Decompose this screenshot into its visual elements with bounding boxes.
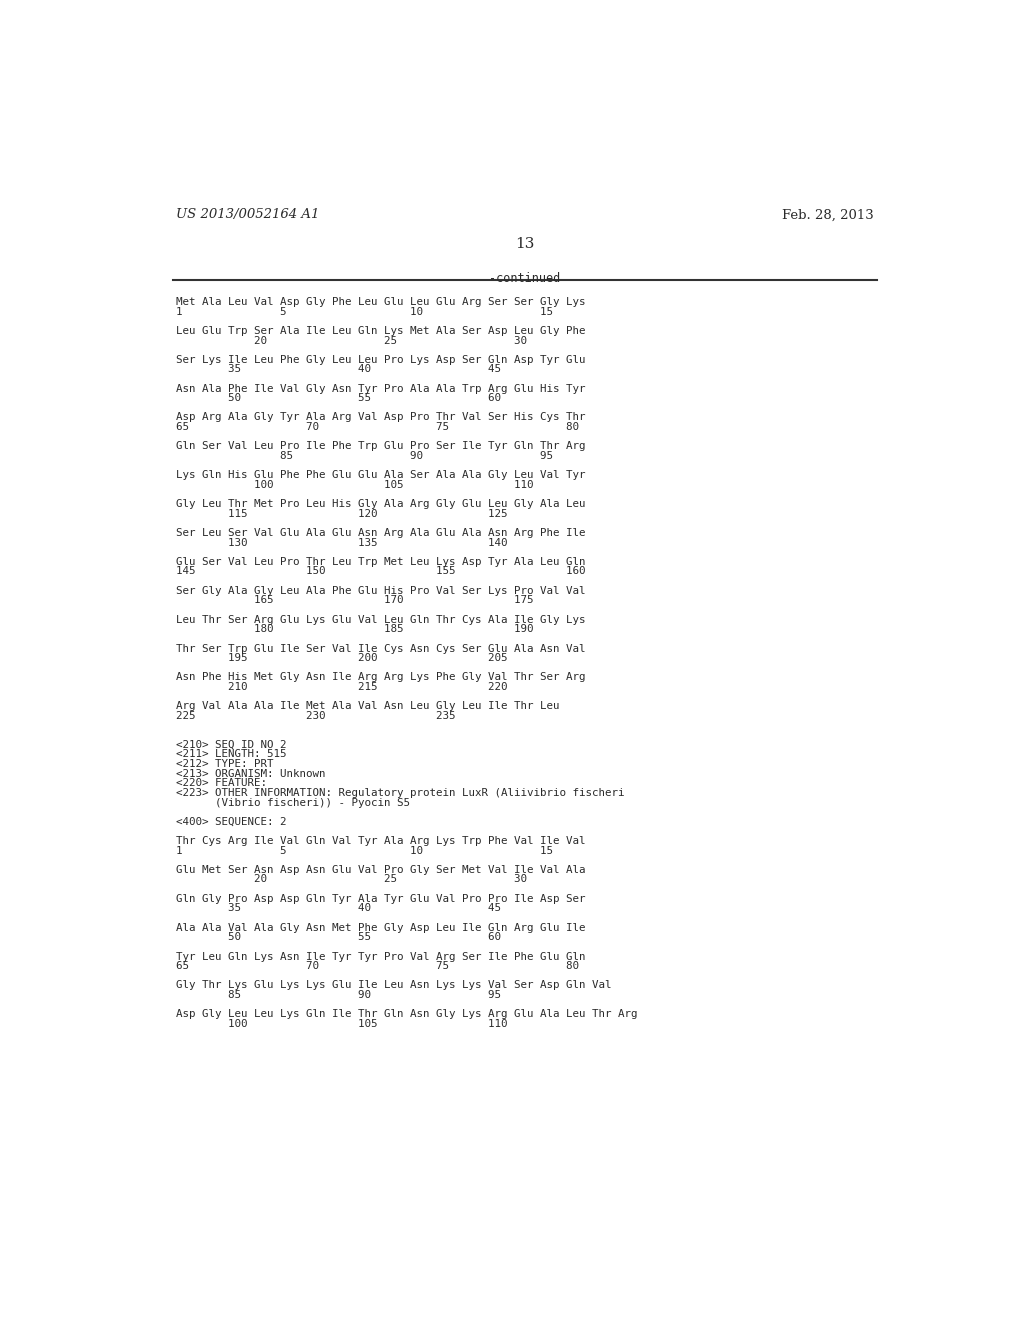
- Text: Thr Cys Arg Ile Val Gln Val Tyr Ala Arg Lys Trp Phe Val Ile Val: Thr Cys Arg Ile Val Gln Val Tyr Ala Arg …: [176, 836, 586, 846]
- Text: <223> OTHER INFORMATION: Regulatory protein LuxR (Aliivibrio fischeri: <223> OTHER INFORMATION: Regulatory prot…: [176, 788, 625, 797]
- Text: Asn Ala Phe Ile Val Gly Asn Tyr Pro Ala Ala Trp Arg Glu His Tyr: Asn Ala Phe Ile Val Gly Asn Tyr Pro Ala …: [176, 384, 586, 393]
- Text: <210> SEQ ID NO 2: <210> SEQ ID NO 2: [176, 739, 287, 750]
- Text: Gln Gly Pro Asp Asp Gln Tyr Ala Tyr Glu Val Pro Pro Ile Asp Ser: Gln Gly Pro Asp Asp Gln Tyr Ala Tyr Glu …: [176, 894, 586, 904]
- Text: Feb. 28, 2013: Feb. 28, 2013: [781, 209, 873, 222]
- Text: 20                  25                  30: 20 25 30: [176, 875, 527, 884]
- Text: 35                  40                  45: 35 40 45: [176, 364, 501, 375]
- Text: Gly Leu Thr Met Pro Leu His Gly Ala Arg Gly Glu Leu Gly Ala Leu: Gly Leu Thr Met Pro Leu His Gly Ala Arg …: [176, 499, 586, 510]
- Text: 115                 120                 125: 115 120 125: [176, 508, 508, 519]
- Text: 20                  25                  30: 20 25 30: [176, 335, 527, 346]
- Text: 100                 105                 110: 100 105 110: [176, 1019, 508, 1028]
- Text: Ser Lys Ile Leu Phe Gly Leu Leu Pro Lys Asp Ser Gln Asp Tyr Glu: Ser Lys Ile Leu Phe Gly Leu Leu Pro Lys …: [176, 355, 586, 364]
- Text: 50                  55                  60: 50 55 60: [176, 932, 501, 942]
- Text: <400> SEQUENCE: 2: <400> SEQUENCE: 2: [176, 817, 287, 826]
- Text: 1               5                   10                  15: 1 5 10 15: [176, 306, 553, 317]
- Text: Leu Glu Trp Ser Ala Ile Leu Gln Lys Met Ala Ser Asp Leu Gly Phe: Leu Glu Trp Ser Ala Ile Leu Gln Lys Met …: [176, 326, 586, 335]
- Text: Glu Met Ser Asn Asp Asn Glu Val Pro Gly Ser Met Val Ile Val Ala: Glu Met Ser Asn Asp Asn Glu Val Pro Gly …: [176, 865, 586, 875]
- Text: <220> FEATURE:: <220> FEATURE:: [176, 779, 267, 788]
- Text: 225                 230                 235: 225 230 235: [176, 711, 456, 721]
- Text: 65                  70                  75                  80: 65 70 75 80: [176, 422, 579, 432]
- Text: 1               5                   10                  15: 1 5 10 15: [176, 846, 553, 855]
- Text: Asp Arg Ala Gly Tyr Ala Arg Val Asp Pro Thr Val Ser His Cys Thr: Asp Arg Ala Gly Tyr Ala Arg Val Asp Pro …: [176, 412, 586, 422]
- Text: Ser Gly Ala Gly Leu Ala Phe Glu His Pro Val Ser Lys Pro Val Val: Ser Gly Ala Gly Leu Ala Phe Glu His Pro …: [176, 586, 586, 595]
- Text: Thr Ser Trp Glu Ile Ser Val Ile Cys Asn Cys Ser Glu Ala Asn Val: Thr Ser Trp Glu Ile Ser Val Ile Cys Asn …: [176, 644, 586, 653]
- Text: 85                  90                  95: 85 90 95: [176, 451, 553, 461]
- Text: <213> ORGANISM: Unknown: <213> ORGANISM: Unknown: [176, 768, 326, 779]
- Text: Gly Thr Lys Glu Lys Lys Glu Ile Leu Asn Lys Lys Val Ser Asp Gln Val: Gly Thr Lys Glu Lys Lys Glu Ile Leu Asn …: [176, 981, 611, 990]
- Text: 50                  55                  60: 50 55 60: [176, 393, 501, 403]
- Text: Asn Phe His Met Gly Asn Ile Arg Arg Lys Phe Gly Val Thr Ser Arg: Asn Phe His Met Gly Asn Ile Arg Arg Lys …: [176, 672, 586, 682]
- Text: Met Ala Leu Val Asp Gly Phe Leu Glu Leu Glu Arg Ser Ser Gly Lys: Met Ala Leu Val Asp Gly Phe Leu Glu Leu …: [176, 297, 586, 308]
- Text: -continued: -continued: [489, 272, 560, 285]
- Text: 65                  70                  75                  80: 65 70 75 80: [176, 961, 579, 972]
- Text: 130                 135                 140: 130 135 140: [176, 537, 508, 548]
- Text: Ala Ala Val Ala Gly Asn Met Phe Gly Asp Leu Ile Gln Arg Glu Ile: Ala Ala Val Ala Gly Asn Met Phe Gly Asp …: [176, 923, 586, 933]
- Text: 195                 200                 205: 195 200 205: [176, 653, 508, 663]
- Text: Tyr Leu Gln Lys Asn Ile Tyr Tyr Pro Val Arg Ser Ile Phe Glu Gln: Tyr Leu Gln Lys Asn Ile Tyr Tyr Pro Val …: [176, 952, 586, 961]
- Text: Glu Ser Val Leu Pro Thr Leu Trp Met Leu Lys Asp Tyr Ala Leu Gln: Glu Ser Val Leu Pro Thr Leu Trp Met Leu …: [176, 557, 586, 566]
- Text: 165                 170                 175: 165 170 175: [176, 595, 534, 606]
- Text: 180                 185                 190: 180 185 190: [176, 624, 534, 634]
- Text: 35                  40                  45: 35 40 45: [176, 903, 501, 913]
- Text: (Vibrio fischeri)) - Pyocin S5: (Vibrio fischeri)) - Pyocin S5: [176, 797, 410, 808]
- Text: Leu Thr Ser Arg Glu Lys Glu Val Leu Gln Thr Cys Ala Ile Gly Lys: Leu Thr Ser Arg Glu Lys Glu Val Leu Gln …: [176, 615, 586, 624]
- Text: <211> LENGTH: 515: <211> LENGTH: 515: [176, 750, 287, 759]
- Text: 13: 13: [515, 238, 535, 251]
- Text: US 2013/0052164 A1: US 2013/0052164 A1: [176, 209, 319, 222]
- Text: Gln Ser Val Leu Pro Ile Phe Trp Glu Pro Ser Ile Tyr Gln Thr Arg: Gln Ser Val Leu Pro Ile Phe Trp Glu Pro …: [176, 441, 586, 451]
- Text: 210                 215                 220: 210 215 220: [176, 682, 508, 692]
- Text: Ser Leu Ser Val Glu Ala Glu Asn Arg Ala Glu Ala Asn Arg Phe Ile: Ser Leu Ser Val Glu Ala Glu Asn Arg Ala …: [176, 528, 586, 539]
- Text: 145                 150                 155                 160: 145 150 155 160: [176, 566, 586, 577]
- Text: Lys Gln His Glu Phe Phe Glu Glu Ala Ser Ala Ala Gly Leu Val Tyr: Lys Gln His Glu Phe Phe Glu Glu Ala Ser …: [176, 470, 586, 480]
- Text: Asp Gly Leu Leu Lys Gln Ile Thr Gln Asn Gly Lys Arg Glu Ala Leu Thr Arg: Asp Gly Leu Leu Lys Gln Ile Thr Gln Asn …: [176, 1010, 638, 1019]
- Text: <212> TYPE: PRT: <212> TYPE: PRT: [176, 759, 273, 770]
- Text: 100                 105                 110: 100 105 110: [176, 480, 534, 490]
- Text: Arg Val Ala Ala Ile Met Ala Val Asn Leu Gly Leu Ile Thr Leu: Arg Val Ala Ala Ile Met Ala Val Asn Leu …: [176, 701, 559, 711]
- Text: 85                  90                  95: 85 90 95: [176, 990, 501, 1001]
